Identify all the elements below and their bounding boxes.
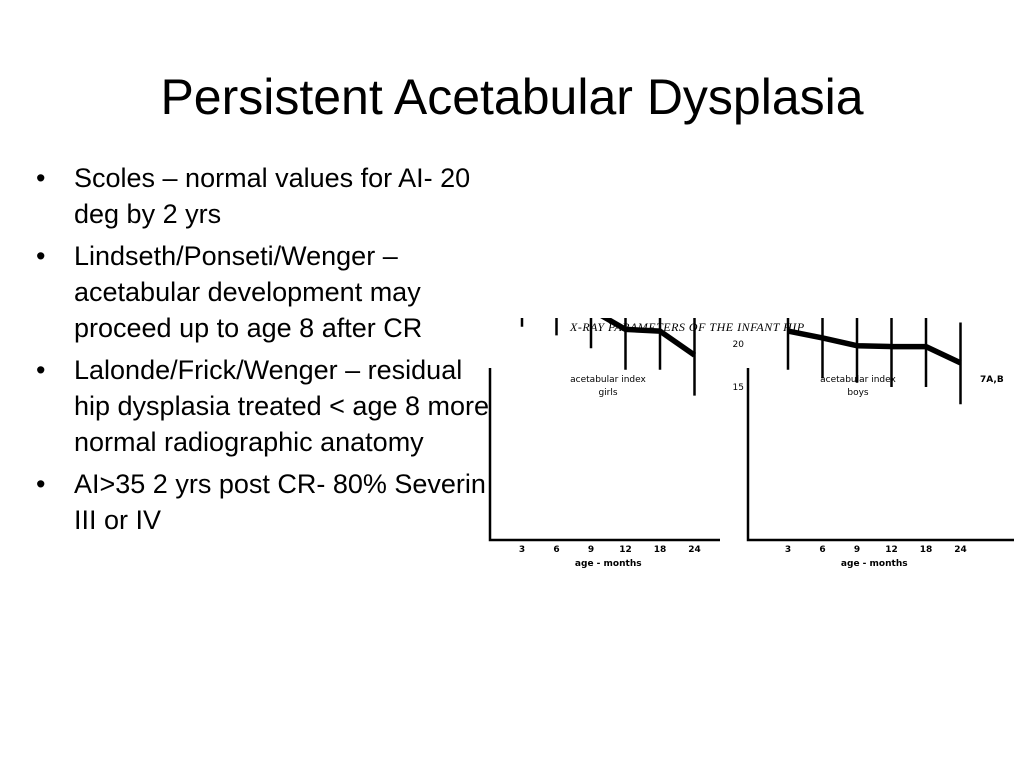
x-tick-label: 24	[954, 545, 967, 555]
series-line	[600, 318, 697, 358]
bullet-dot-icon: •	[36, 241, 46, 271]
data-point	[787, 330, 789, 332]
x-axis-label: age - months	[841, 559, 908, 569]
charts-svg: 7A,B acetabular index girls 3 6 9 12 18 24 age -…	[488, 318, 1014, 569]
series-line	[787, 328, 962, 366]
x-tick-label: 6	[819, 545, 825, 555]
x-tick-label: 24	[688, 545, 701, 555]
x-tick-label: 12	[885, 545, 898, 555]
y-tick-label: 15	[733, 383, 744, 393]
bullet-text: Lalonde/Frick/Wenger – residual hip dysp…	[74, 355, 490, 457]
bullet-item: • Scoles – normal values for AI- 20 deg …	[34, 160, 494, 232]
chart-title: acetabular index	[820, 375, 896, 385]
bullet-dot-icon: •	[36, 355, 46, 385]
chart-subtitle: girls	[598, 388, 617, 398]
x-tick-label: 9	[854, 545, 860, 555]
data-point	[625, 328, 626, 330]
figure-label: 7A,B	[980, 375, 1004, 385]
data-point	[891, 346, 892, 348]
data-point	[856, 345, 858, 347]
bullet-item: • Lindseth/Ponseti/Wenger – acetabular d…	[34, 238, 494, 346]
bullet-item: • Lalonde/Frick/Wenger – residual hip dy…	[34, 352, 494, 460]
chart-subtitle: boys	[847, 388, 869, 398]
x-tick-label: 12	[619, 545, 632, 555]
data-point	[925, 346, 927, 348]
data-point	[822, 337, 823, 339]
x-tick-label: 6	[553, 545, 559, 555]
y-tick-label: 20	[733, 340, 745, 350]
bullet-list: • Scoles – normal values for AI- 20 deg …	[34, 160, 494, 544]
x-tick-label: 18	[654, 545, 667, 555]
x-tick-label: 3	[785, 545, 791, 555]
data-point	[694, 354, 695, 356]
x-axis-label: age - months	[575, 559, 642, 569]
bullet-dot-icon: •	[36, 469, 46, 499]
data-point	[659, 330, 661, 332]
x-tick-label: 18	[920, 545, 933, 555]
chart-title: acetabular index	[570, 375, 646, 385]
chart-axes	[488, 368, 720, 542]
xray-figure: X-RAY PARAMETERS OF THE INFANT HIP 7A,B …	[484, 318, 1014, 588]
slide-title: Persistent Acetabular Dysplasia	[160, 69, 864, 125]
bullet-item: • AI>35 2 yrs post CR- 80% Severin III o…	[34, 466, 494, 538]
x-tick-label: 9	[588, 545, 594, 555]
data-point	[960, 362, 961, 364]
x-tick-label: 3	[519, 545, 525, 555]
bullet-text: AI>35 2 yrs post CR- 80% Severin III or …	[74, 469, 486, 535]
bullet-dot-icon: •	[36, 163, 46, 193]
bullet-text: Lindseth/Ponseti/Wenger – acetabular dev…	[74, 241, 423, 343]
bullet-text: Scoles – normal values for AI- 20 deg by…	[74, 163, 471, 229]
chart-axes	[746, 368, 1014, 542]
